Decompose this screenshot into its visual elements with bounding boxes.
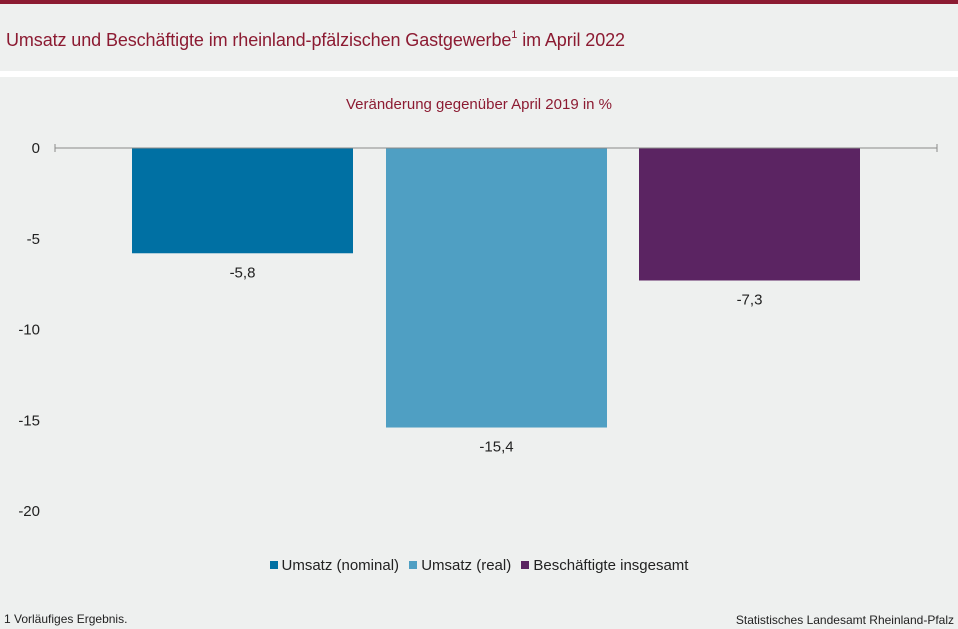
footnote: 1 Vorläufiges Ergebnis. bbox=[4, 612, 128, 626]
y-tick-label: 0 bbox=[32, 140, 40, 157]
legend-label-umsatz-nominal: Umsatz (nominal) bbox=[281, 557, 400, 574]
title-suffix: im April 2022 bbox=[517, 30, 625, 50]
source-credit: Statistisches Landesamt Rheinland-Pfalz bbox=[735, 613, 954, 627]
page-title: Umsatz und Beschäftigte im rheinland-pfä… bbox=[6, 29, 625, 51]
legend-label-umsatz-real: Umsatz (real) bbox=[421, 557, 512, 574]
y-tick-label: -5 bbox=[27, 231, 40, 248]
title-footnote-mark: 1 bbox=[511, 29, 518, 41]
bar bbox=[639, 148, 860, 281]
chart-subtitle: Veränderung gegenüber April 2019 in % bbox=[345, 96, 613, 113]
legend-item-umsatz-real: Umsatz (real) bbox=[409, 557, 511, 574]
bar bbox=[386, 148, 607, 428]
legend-swatch-beschaeftigte bbox=[521, 561, 530, 569]
legend-swatch-umsatz-real bbox=[409, 561, 418, 569]
y-tick-label: -15 bbox=[18, 412, 40, 429]
data-label: -15,4 bbox=[479, 439, 513, 456]
legend-item-beschaeftigte: Beschäftigte insgesamt bbox=[521, 557, 688, 574]
y-tick-label: -10 bbox=[18, 322, 40, 339]
title-text: Umsatz und Beschäftigte im rheinland-pfä… bbox=[6, 30, 512, 50]
legend: Umsatz (nominal) Umsatz (real) Beschäfti… bbox=[0, 557, 958, 574]
y-tick-label: -20 bbox=[18, 503, 40, 520]
bar bbox=[132, 148, 353, 254]
data-label: -5,8 bbox=[230, 264, 256, 281]
data-label: -7,3 bbox=[737, 291, 763, 308]
legend-swatch-umsatz-nominal bbox=[269, 561, 278, 569]
legend-label-beschaeftigte: Beschäftigte insgesamt bbox=[533, 557, 689, 574]
legend-item-umsatz-nominal: Umsatz (nominal) bbox=[269, 557, 400, 574]
top-accent-bar bbox=[0, 0, 958, 4]
header: Umsatz und Beschäftigte im rheinland-pfä… bbox=[0, 4, 958, 71]
